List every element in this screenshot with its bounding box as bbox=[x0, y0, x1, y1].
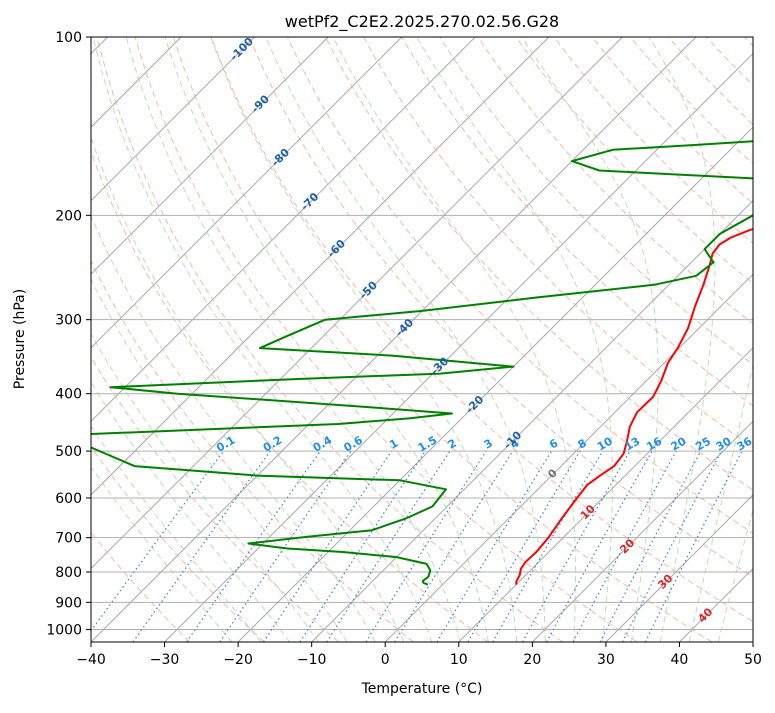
y-axis-title: Pressure (hPa) bbox=[12, 289, 28, 389]
y-tick-label: 700 bbox=[55, 531, 82, 547]
y-tick-label: 100 bbox=[55, 30, 82, 46]
y-tick-label: 900 bbox=[55, 595, 82, 611]
y-tick-label: 500 bbox=[55, 444, 82, 460]
y-tick-label: 600 bbox=[55, 491, 82, 507]
x-tick-label: 30 bbox=[597, 652, 615, 668]
x-axis-title: Temperature (°C) bbox=[361, 681, 483, 697]
x-tick-label: −40 bbox=[76, 652, 106, 668]
x-tick-label: −30 bbox=[150, 652, 180, 668]
y-tick-label: 800 bbox=[55, 565, 82, 581]
x-tick-label: −20 bbox=[223, 652, 253, 668]
chart-title: wetPf2_C2E2.2025.270.02.56.G28 bbox=[285, 12, 559, 32]
x-tick-label: 20 bbox=[523, 652, 541, 668]
x-tick-label: 0 bbox=[381, 652, 390, 668]
x-tick-label: 50 bbox=[744, 652, 762, 668]
x-tick-label: 10 bbox=[450, 652, 468, 668]
x-tick-label: −10 bbox=[297, 652, 327, 668]
y-tick-label: 1000 bbox=[46, 622, 82, 638]
y-tick-label: 400 bbox=[55, 387, 82, 403]
y-tick-label: 300 bbox=[55, 313, 82, 329]
y-tick-label: 200 bbox=[55, 208, 82, 224]
x-tick-label: 40 bbox=[671, 652, 689, 668]
